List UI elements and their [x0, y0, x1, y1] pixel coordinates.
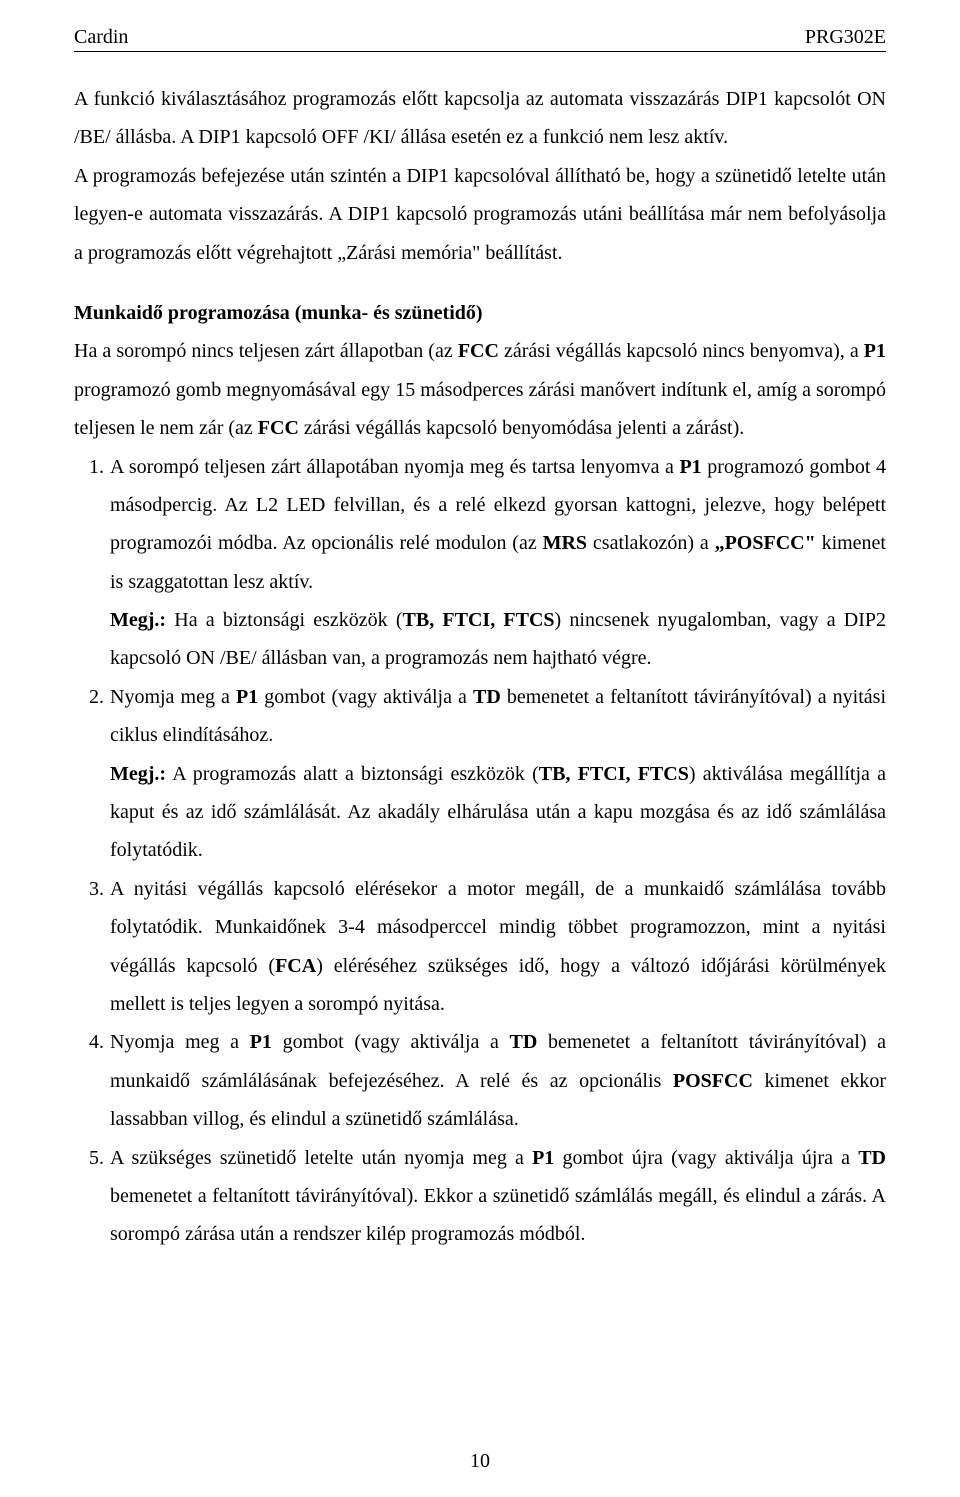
step-plain-text: A sorompó teljesen zárt állapotában nyom… [110, 456, 679, 478]
step-item: 2.Nyomja meg a P1 gombot (vagy aktiválja… [74, 678, 886, 870]
step-bold-text: MRS [543, 532, 587, 554]
step-plain-text: A szükséges szünetidő letelte után nyomj… [110, 1147, 532, 1169]
step-bold-text: P1 [250, 1031, 272, 1053]
step-main: A szükséges szünetidő letelte után nyomj… [110, 1139, 886, 1254]
page-header: Cardin PRG302E [74, 26, 886, 52]
step-bold-text: TB, FTCI, FTCS [403, 609, 555, 631]
step-bold-text: P1 [532, 1147, 554, 1169]
step-text: A nyitási végállás kapcsoló elérésekor a… [110, 870, 886, 1024]
page-footer: 10 [0, 1450, 960, 1473]
step-item: 5.A szükséges szünetidő letelte után nyo… [74, 1139, 886, 1254]
step-text: Nyomja meg a P1 gombot (vagy aktiválja a… [110, 678, 886, 870]
step-plain-text: gombot (vagy aktiválja a [272, 1031, 510, 1053]
intro-text-a: Ha a sorompó nincs teljesen zárt állapot… [74, 340, 458, 362]
step-plain-text: Ha a biztonsági eszközök ( [166, 609, 402, 631]
step-bold-text: TD [858, 1147, 886, 1169]
step-number: 1. [74, 448, 110, 486]
step-bold-text: POSFCC [673, 1070, 753, 1092]
step-item: 4.Nyomja meg a P1 gombot (vagy aktiválja… [74, 1023, 886, 1138]
step-item: 1.A sorompó teljesen zárt állapotában ny… [74, 448, 886, 678]
step-number: 2. [74, 678, 110, 716]
step-text: A sorompó teljesen zárt állapotában nyom… [110, 448, 886, 678]
step-plain-text: A programozás alatt a biztonsági eszközö… [166, 763, 539, 785]
step-bold-text: TB, FTCI, FTCS [539, 763, 689, 785]
step-plain-text: gombot újra (vagy aktiválja újra a [554, 1147, 858, 1169]
step-bold-text: „POSFCC" [715, 532, 816, 554]
paragraph-2: A programozás befejezése után szintén a … [74, 157, 886, 272]
step-text: Nyomja meg a P1 gombot (vagy aktiválja a… [110, 1023, 886, 1138]
step-bold-text: P1 [236, 686, 258, 708]
step-number: 4. [74, 1023, 110, 1061]
step-bold-text: Megj.: [110, 609, 166, 631]
step-plain-text: Nyomja meg a [110, 686, 236, 708]
step-main: Nyomja meg a P1 gombot (vagy aktiválja a… [110, 678, 886, 755]
intro-fcc-2: FCC [258, 417, 299, 439]
step-bold-text: Megj.: [110, 763, 166, 785]
step-bold-text: P1 [679, 456, 701, 478]
step-bold-text: TD [510, 1031, 538, 1053]
step-note: Megj.: Ha a biztonsági eszközök (TB, FTC… [110, 601, 886, 678]
step-plain-text: Nyomja meg a [110, 1031, 250, 1053]
step-number: 5. [74, 1139, 110, 1177]
spacer [74, 272, 886, 294]
step-bold-text: TD [473, 686, 501, 708]
section-title: Munkaidő programozása (munka- és szüneti… [74, 302, 483, 324]
paragraph-1: A funkció kiválasztásához programozás el… [74, 80, 886, 157]
page-number: 10 [470, 1450, 490, 1472]
header-right: PRG302E [805, 26, 886, 49]
header-left: Cardin [74, 26, 128, 49]
step-number: 3. [74, 870, 110, 908]
step-main: Nyomja meg a P1 gombot (vagy aktiválja a… [110, 1023, 886, 1138]
intro-text-d: zárási végállás kapcsoló benyomódása jel… [299, 417, 744, 439]
intro-p1: P1 [864, 340, 886, 362]
section-intro: Munkaidő programozása (munka- és szüneti… [74, 294, 886, 448]
step-item: 3.A nyitási végállás kapcsoló elérésekor… [74, 870, 886, 1024]
steps-list: 1.A sorompó teljesen zárt állapotában ny… [74, 448, 886, 1254]
step-bold-text: FCA [275, 955, 316, 977]
step-text: A szükséges szünetidő letelte után nyomj… [110, 1139, 886, 1254]
intro-fcc-1: FCC [458, 340, 499, 362]
step-plain-text: bemenetet a feltanított távirányítóval).… [110, 1185, 886, 1245]
step-plain-text: csatlakozón) a [587, 532, 715, 554]
intro-text-b: zárási végállás kapcsoló nincs benyomva)… [499, 340, 864, 362]
step-main: A nyitási végállás kapcsoló elérésekor a… [110, 870, 886, 1024]
page: Cardin PRG302E A funkció kiválasztásához… [0, 0, 960, 1497]
step-main: A sorompó teljesen zárt állapotában nyom… [110, 448, 886, 602]
page-body: A funkció kiválasztásához programozás el… [74, 80, 886, 1254]
step-plain-text: gombot (vagy aktiválja a [258, 686, 473, 708]
step-note: Megj.: A programozás alatt a biztonsági … [110, 755, 886, 870]
